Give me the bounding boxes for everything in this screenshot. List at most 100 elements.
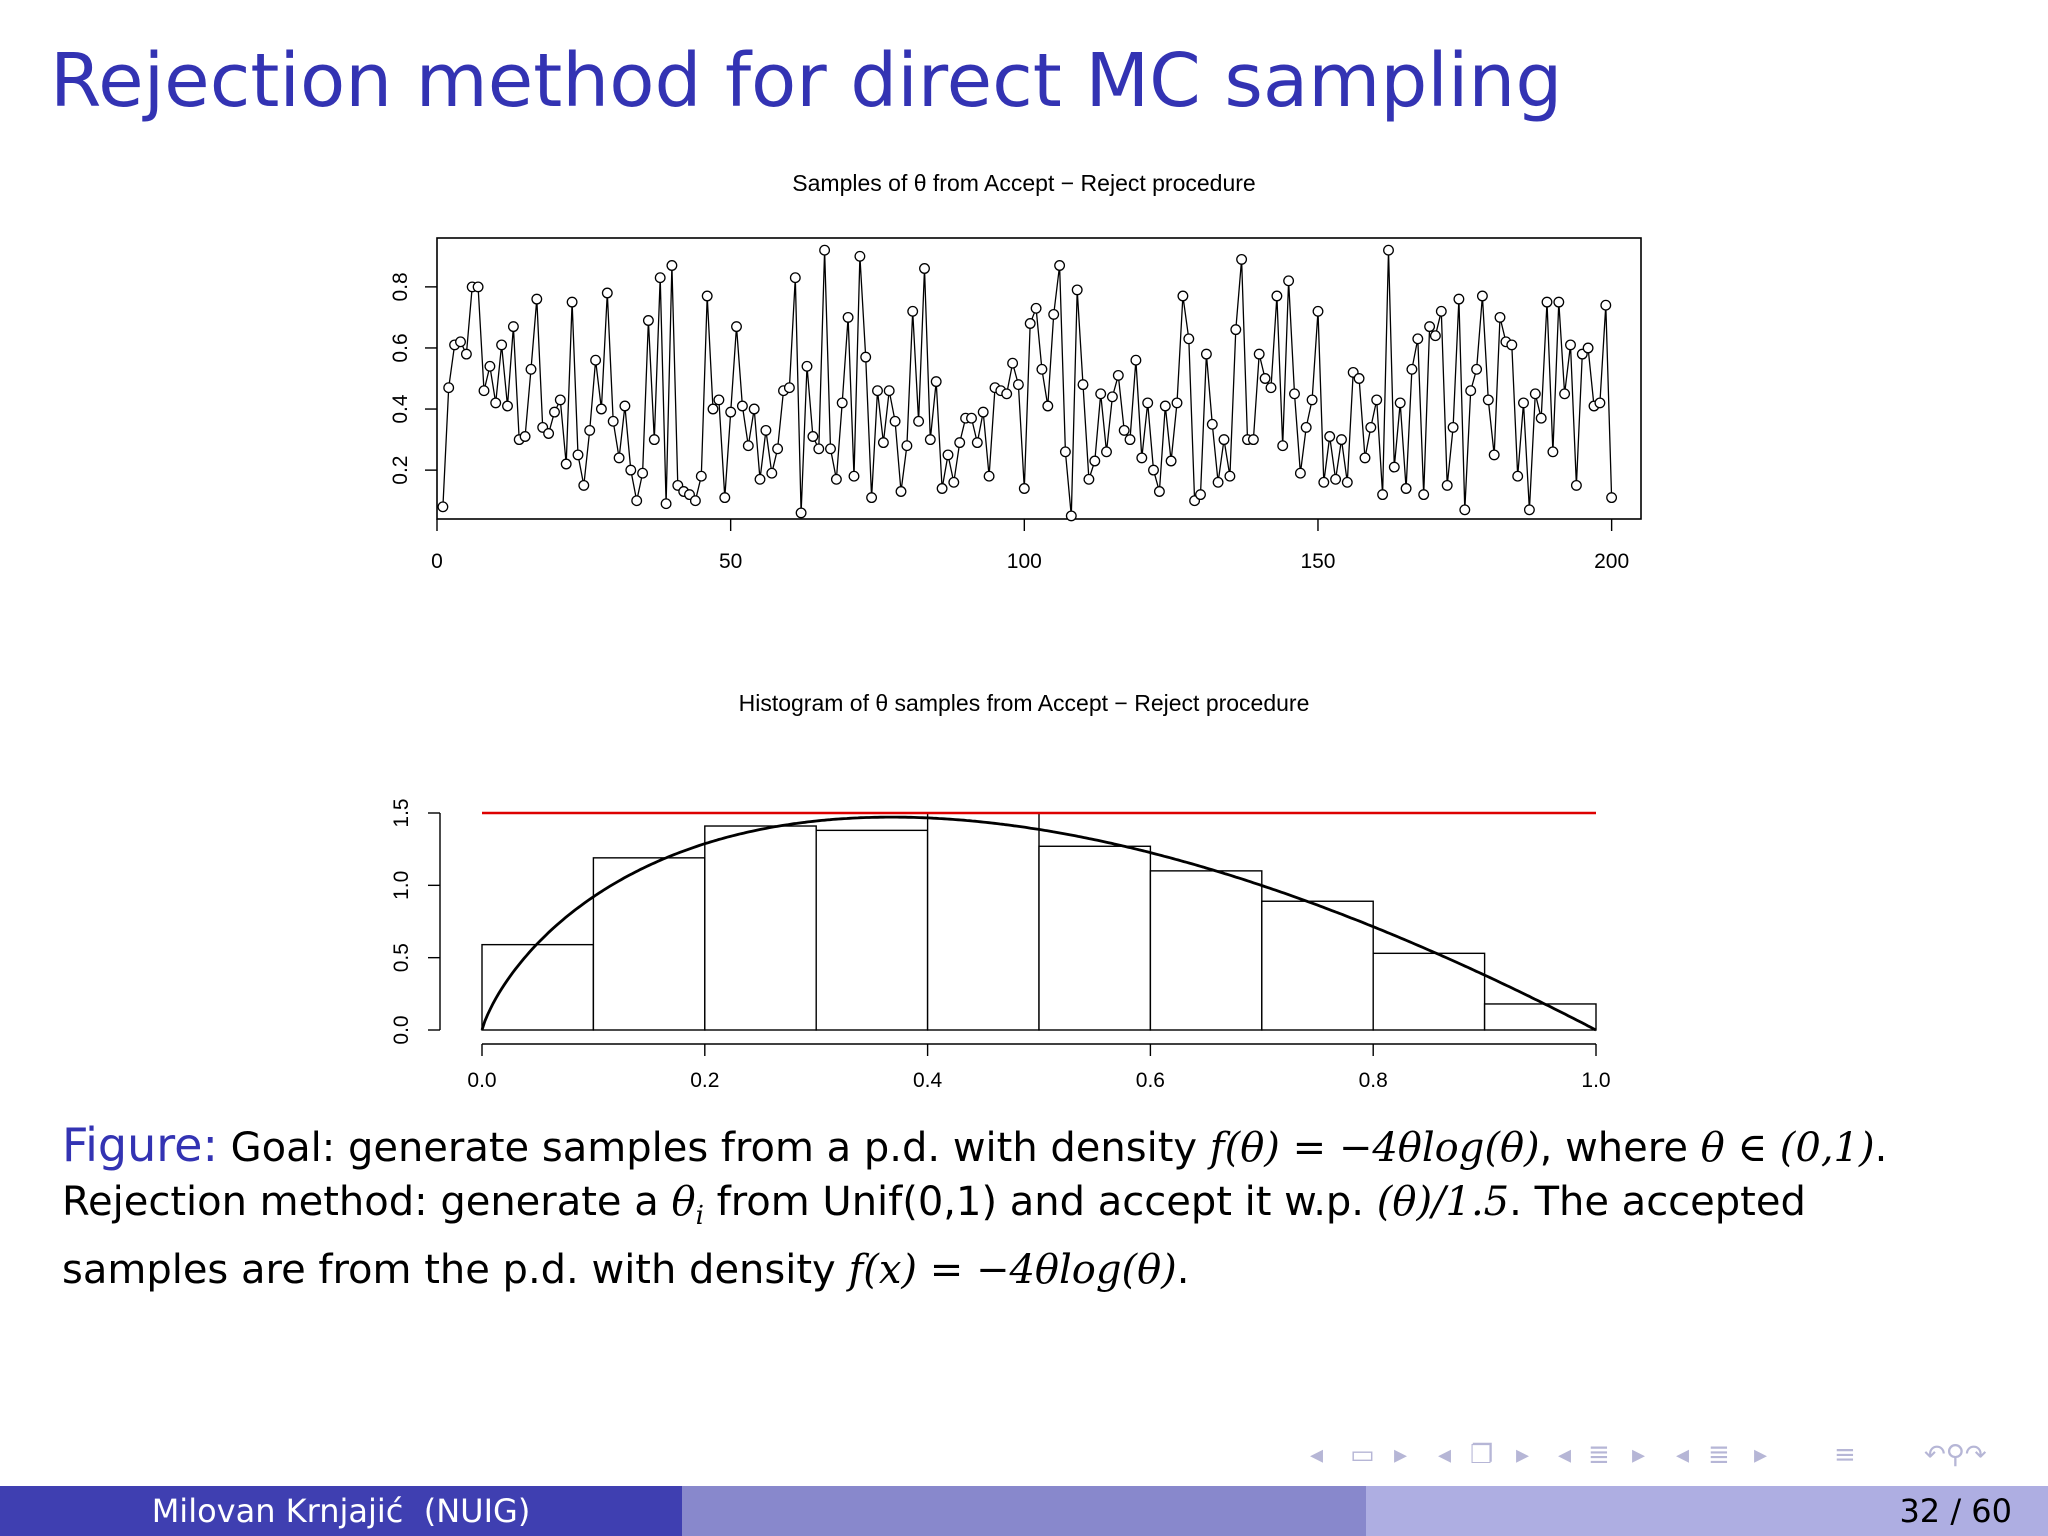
slide-title: Rejection method for direct MC sampling bbox=[50, 38, 1563, 124]
beamer-navigation: ◂ ▭ ▸ ◂ ❐ ▸ ◂ ≣ ▸ ◂ ≣ ▸ ≡ ↶⚲↷ bbox=[1310, 1440, 2030, 1474]
trace-point bbox=[760, 424, 772, 436]
trace-point bbox=[1142, 397, 1154, 409]
trace-point bbox=[695, 470, 707, 482]
trace-point bbox=[1200, 348, 1212, 360]
trace-point bbox=[1294, 467, 1306, 479]
nav-slide-icon[interactable]: ❐ bbox=[1470, 1440, 1494, 1470]
trace-point bbox=[478, 385, 490, 397]
trace-point bbox=[1394, 397, 1406, 409]
trace-point bbox=[484, 360, 496, 372]
trace-point bbox=[502, 400, 513, 412]
caption-text-3: samples are from the p.d. with density bbox=[62, 1247, 849, 1293]
trace-point bbox=[578, 479, 590, 491]
trace-point bbox=[789, 272, 801, 284]
nav-frame-left-icon[interactable]: ◂ bbox=[1310, 1440, 1324, 1470]
trace-point bbox=[1359, 452, 1371, 464]
histogram-bar bbox=[1149, 870, 1263, 1031]
trace-point bbox=[948, 476, 960, 488]
trace-point bbox=[1177, 290, 1189, 302]
caption-text-2: Rejection method: generate a bbox=[62, 1179, 672, 1225]
trace-point bbox=[1124, 434, 1136, 446]
trace-point bbox=[742, 440, 754, 452]
footer-title-segment bbox=[682, 1486, 1366, 1536]
trace-point bbox=[1377, 489, 1389, 501]
trace-point bbox=[1259, 373, 1271, 384]
nav-toc-icon[interactable]: ≡ bbox=[1834, 1440, 1856, 1470]
trace-point bbox=[1165, 455, 1177, 467]
trace-point bbox=[1371, 394, 1383, 406]
trace-point bbox=[1482, 394, 1494, 406]
trace-point bbox=[895, 486, 907, 497]
trace-point bbox=[836, 397, 848, 409]
trace-point bbox=[1171, 397, 1183, 409]
trace-point bbox=[490, 397, 502, 409]
nav-slide-left-icon[interactable]: ◂ bbox=[1438, 1440, 1452, 1470]
nav-section-icon[interactable]: ≣ bbox=[1588, 1440, 1610, 1470]
histogram-bar bbox=[1483, 1003, 1597, 1031]
trace-point bbox=[507, 321, 519, 333]
trace-point bbox=[1341, 476, 1353, 488]
trace-point bbox=[1112, 369, 1124, 381]
nav-subsection-right-icon[interactable]: ▸ bbox=[1754, 1440, 1768, 1470]
caption-formula-1: f(θ) = −4θlog(θ) bbox=[1209, 1125, 1540, 1171]
trace-point bbox=[983, 470, 995, 482]
trace-point bbox=[1089, 455, 1101, 467]
trace-point bbox=[860, 351, 872, 363]
caption-text-3b: . bbox=[1176, 1247, 1190, 1293]
nav-subsection-icon[interactable]: ≣ bbox=[1708, 1440, 1730, 1470]
trace-point bbox=[1424, 321, 1436, 333]
trace-point bbox=[1054, 260, 1066, 271]
trace-point bbox=[848, 470, 860, 482]
trace-point bbox=[1429, 330, 1441, 342]
trace-point bbox=[1506, 339, 1518, 351]
trace-point bbox=[1048, 308, 1060, 320]
trace-point bbox=[595, 403, 607, 415]
nav-subsection-left-icon[interactable]: ◂ bbox=[1676, 1440, 1690, 1470]
trace-point bbox=[1330, 473, 1342, 485]
trace-point bbox=[1447, 421, 1459, 433]
trace-point bbox=[1059, 446, 1071, 458]
trace-point bbox=[1324, 431, 1336, 442]
trace-point bbox=[1030, 302, 1042, 314]
trace-point bbox=[631, 495, 643, 507]
nav-frame-right-icon[interactable]: ▸ bbox=[1394, 1440, 1408, 1470]
trace-point bbox=[783, 382, 795, 394]
trace-point bbox=[496, 339, 508, 351]
trace-point bbox=[725, 406, 737, 418]
trace-point bbox=[1106, 391, 1118, 403]
trace-point bbox=[1465, 385, 1477, 397]
trace-point bbox=[1312, 305, 1324, 317]
nav-slide-right-icon[interactable]: ▸ bbox=[1516, 1440, 1530, 1470]
trace-point bbox=[936, 483, 948, 494]
nav-section-left-icon[interactable]: ◂ bbox=[1558, 1440, 1572, 1470]
trace-point bbox=[1471, 363, 1483, 375]
trace-point bbox=[707, 403, 719, 415]
trace-point bbox=[954, 437, 966, 449]
trace-point bbox=[1353, 373, 1365, 384]
trace-point bbox=[1453, 293, 1465, 305]
trace-point bbox=[554, 394, 566, 406]
trace-point bbox=[1476, 290, 1488, 302]
histogram-y-tick-label: 1.5 bbox=[390, 798, 413, 827]
trace-point bbox=[1565, 339, 1576, 351]
slide-footer: Milovan Krnjajić (NUIG) 32 / 60 bbox=[0, 1486, 2048, 1536]
trace-point bbox=[1529, 388, 1541, 400]
trace-point bbox=[1300, 421, 1312, 433]
trace-point bbox=[813, 443, 825, 455]
caption-text-2c: . The accepted bbox=[1509, 1179, 1806, 1225]
nav-search-icon[interactable]: ↶⚲↷ bbox=[1924, 1440, 1987, 1470]
nav-frame-icon[interactable]: ▭ bbox=[1350, 1440, 1375, 1470]
trace-point bbox=[1265, 382, 1277, 394]
caption-text-1b: , where bbox=[1539, 1125, 1701, 1171]
trace-point bbox=[795, 507, 807, 519]
trace-x-tick-label: 150 bbox=[1300, 550, 1335, 573]
caption-prob: (θ)/1.5 bbox=[1376, 1179, 1510, 1225]
trace-point bbox=[1218, 434, 1230, 446]
trace-point bbox=[1153, 486, 1165, 497]
caption-line-3: samples are from the p.d. with density f… bbox=[62, 1243, 2022, 1297]
trace-point bbox=[642, 315, 654, 326]
trace-point bbox=[1277, 440, 1289, 452]
trace-point bbox=[1077, 379, 1089, 391]
nav-section-right-icon[interactable]: ▸ bbox=[1632, 1440, 1646, 1470]
caption-formula-3: f(x) = −4θlog(θ) bbox=[848, 1247, 1177, 1293]
